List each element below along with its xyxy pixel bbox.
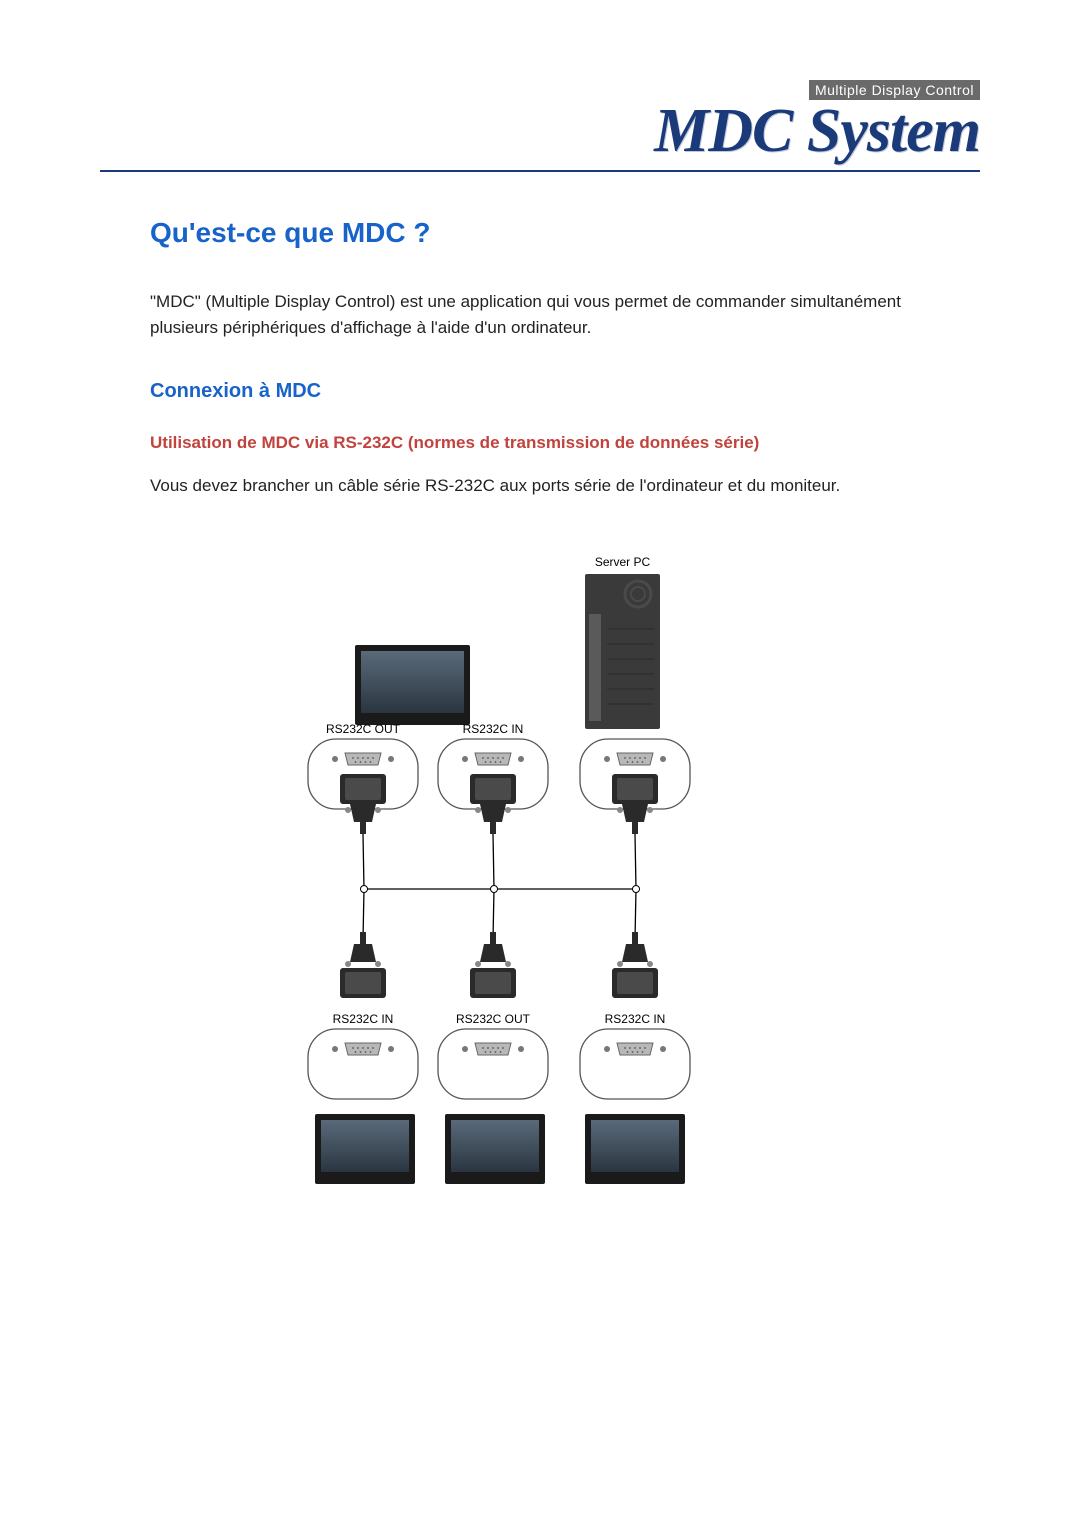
page-title: Qu'est-ce que MDC ? [150,217,930,249]
svg-text:RS232C OUT: RS232C OUT [326,722,401,736]
page: Multiple Display Control MDC System Qu'e… [0,0,1080,1329]
header-logo: MDC System [100,100,980,162]
page-header: Multiple Display Control MDC System [100,80,980,172]
svg-text:RS232C OUT: RS232C OUT [456,1012,531,1026]
diagram-svg: Server PC RS232C OUT RS232C IN RS232C IN RS2… [280,549,800,1249]
svg-text:RS232C IN: RS232C IN [333,1012,394,1026]
intro-paragraph: "MDC" (Multiple Display Control) est une… [150,289,930,340]
connection-diagram: Server PC RS232C OUT RS232C IN RS232C IN RS2… [150,549,930,1249]
content: Qu'est-ce que MDC ? "MDC" (Multiple Disp… [100,217,980,1249]
svg-text:Server PC: Server PC [595,555,651,569]
subsection-text: Vous devez brancher un câble série RS-23… [150,473,930,499]
section-title: Connexion à MDC [150,380,930,403]
svg-text:RS232C IN: RS232C IN [605,1012,666,1026]
subsection-title: Utilisation de MDC via RS-232C (normes d… [150,433,930,453]
svg-text:RS232C IN: RS232C IN [463,722,524,736]
